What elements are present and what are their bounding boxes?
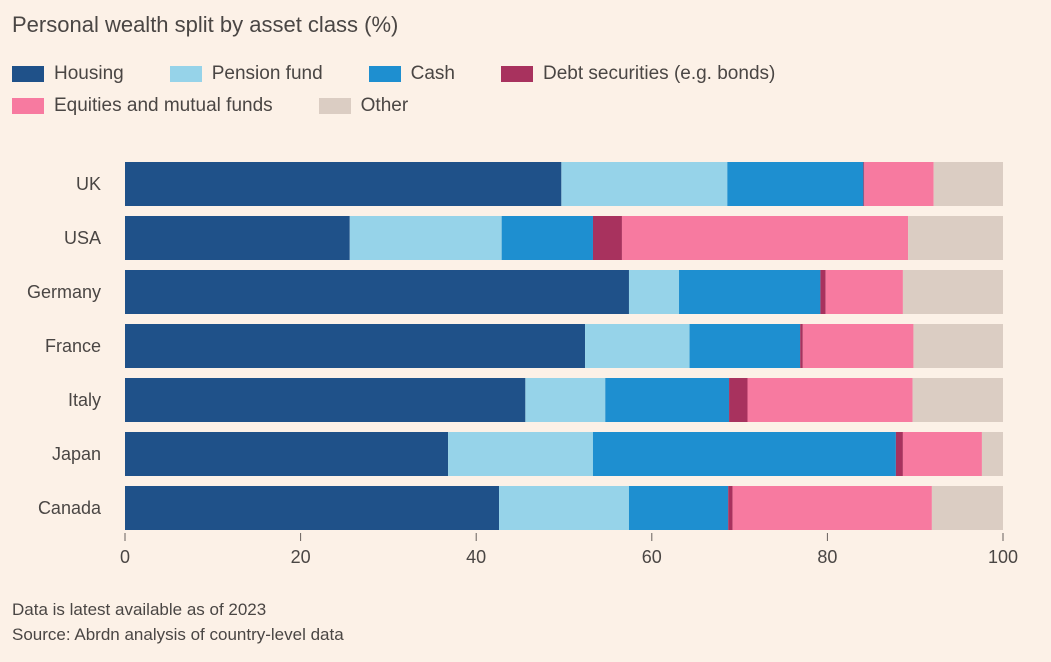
bar-japan-housing — [125, 432, 449, 476]
bar-italy-equities-and-mutual-funds — [747, 378, 913, 422]
legend-label-other: Other — [360, 95, 409, 116]
category-labels: UK USA Germany France Italy Japan Canada — [27, 174, 102, 518]
footnote-data-note: Data is latest available as of 2023 — [12, 600, 267, 619]
legend-label-debt-securities: Debt securities (e.g. bonds) — [543, 63, 776, 84]
bar-france-debt-securities-e-g-bonds — [800, 324, 803, 368]
bar-germany-cash — [679, 270, 821, 314]
bar-usa-housing — [125, 216, 350, 260]
legend-swatch-housing — [12, 66, 44, 82]
bar-germany-debt-securities-e-g-bonds — [820, 270, 826, 314]
legend-item-cash: Cash — [368, 63, 455, 85]
bar-italy-pension-fund — [525, 378, 606, 422]
bar-canada-other — [931, 486, 1003, 530]
bar-france-cash — [689, 324, 801, 368]
bar-germany-pension-fund — [628, 270, 680, 314]
bar-germany-housing — [125, 270, 629, 314]
bar-japan-cash — [592, 432, 896, 476]
bar-group — [125, 162, 1003, 530]
bar-canada-pension-fund — [499, 486, 629, 530]
bar-usa-other — [908, 216, 1003, 260]
category-label-germany: Germany — [27, 282, 101, 302]
bar-uk-other — [933, 162, 1003, 206]
x-axis-ticks: 0 20 40 60 80 100 — [120, 533, 1018, 567]
legend-row-1: Housing Pension fund Cash Debt securitie… — [12, 58, 1012, 90]
legend-label-housing: Housing — [54, 63, 124, 84]
bar-italy-housing — [125, 378, 526, 422]
legend-label-equities: Equities and mutual funds — [54, 95, 273, 116]
bar-france-equities-and-mutual-funds — [802, 324, 914, 368]
legend-item-housing: Housing — [12, 63, 124, 85]
footnote-source: Source: Abrdn analysis of country-level … — [12, 625, 344, 644]
bar-usa-equities-and-mutual-funds — [621, 216, 909, 260]
bar-france-pension-fund — [585, 324, 690, 368]
legend-label-cash: Cash — [410, 63, 455, 84]
bar-canada-debt-securities-e-g-bonds — [728, 486, 733, 530]
x-tick-label-100: 100 — [988, 547, 1018, 567]
x-tick-label-60: 60 — [642, 547, 662, 567]
x-tick-label-40: 40 — [466, 547, 486, 567]
bar-usa-cash — [501, 216, 593, 260]
bar-germany-equities-and-mutual-funds — [825, 270, 903, 314]
category-label-canada: Canada — [38, 498, 102, 518]
category-label-japan: Japan — [52, 444, 101, 464]
bar-uk-debt-securities-e-g-bonds — [863, 162, 865, 206]
bar-usa-pension-fund — [349, 216, 502, 260]
bar-japan-pension-fund — [448, 432, 593, 476]
bar-uk-housing — [125, 162, 562, 206]
category-label-italy: Italy — [68, 390, 101, 410]
legend-row-2: Equities and mutual funds Other — [12, 90, 1012, 122]
legend-item-other: Other — [318, 95, 409, 117]
chart-title: Personal wealth split by asset class (%) — [12, 12, 399, 37]
legend-swatch-equities — [12, 98, 44, 114]
bar-usa-debt-securities-e-g-bonds — [592, 216, 622, 260]
bar-canada-housing — [125, 486, 500, 530]
legend-item-debt-securities: Debt securities (e.g. bonds) — [501, 63, 775, 85]
bar-uk-cash — [727, 162, 864, 206]
x-tick-label-20: 20 — [291, 547, 311, 567]
bar-italy-cash — [605, 378, 730, 422]
bar-canada-equities-and-mutual-funds — [732, 486, 932, 530]
chart-legend: Housing Pension fund Cash Debt securitie… — [12, 58, 1012, 122]
legend-swatch-cash — [368, 66, 401, 82]
bar-uk-pension-fund — [561, 162, 728, 206]
x-tick-label-80: 80 — [817, 547, 837, 567]
legend-swatch-debt-securities — [501, 66, 533, 82]
bar-italy-other — [912, 378, 1003, 422]
x-tick-label-0: 0 — [120, 547, 130, 567]
category-label-usa: USA — [64, 228, 101, 248]
legend-swatch-pension-fund — [169, 66, 202, 82]
bar-japan-other — [981, 432, 1003, 476]
bar-japan-equities-and-mutual-funds — [902, 432, 982, 476]
category-label-uk: UK — [76, 174, 101, 194]
bar-japan-debt-securities-e-g-bonds — [895, 432, 903, 476]
stacked-bar-chart: UK USA Germany France Italy Japan Canada 0 20 40… — [27, 162, 1018, 567]
bar-france-other — [913, 324, 1003, 368]
category-label-france: France — [45, 336, 101, 356]
bar-italy-debt-securities-e-g-bonds — [729, 378, 748, 422]
bar-france-housing — [125, 324, 586, 368]
bar-canada-cash — [628, 486, 729, 530]
legend-item-equities: Equities and mutual funds — [12, 95, 273, 117]
legend-label-pension-fund: Pension fund — [211, 63, 323, 84]
bar-germany-other — [902, 270, 1003, 314]
legend-item-pension-fund: Pension fund — [169, 63, 323, 85]
legend-swatch-other — [318, 98, 351, 114]
bar-uk-equities-and-mutual-funds — [864, 162, 934, 206]
